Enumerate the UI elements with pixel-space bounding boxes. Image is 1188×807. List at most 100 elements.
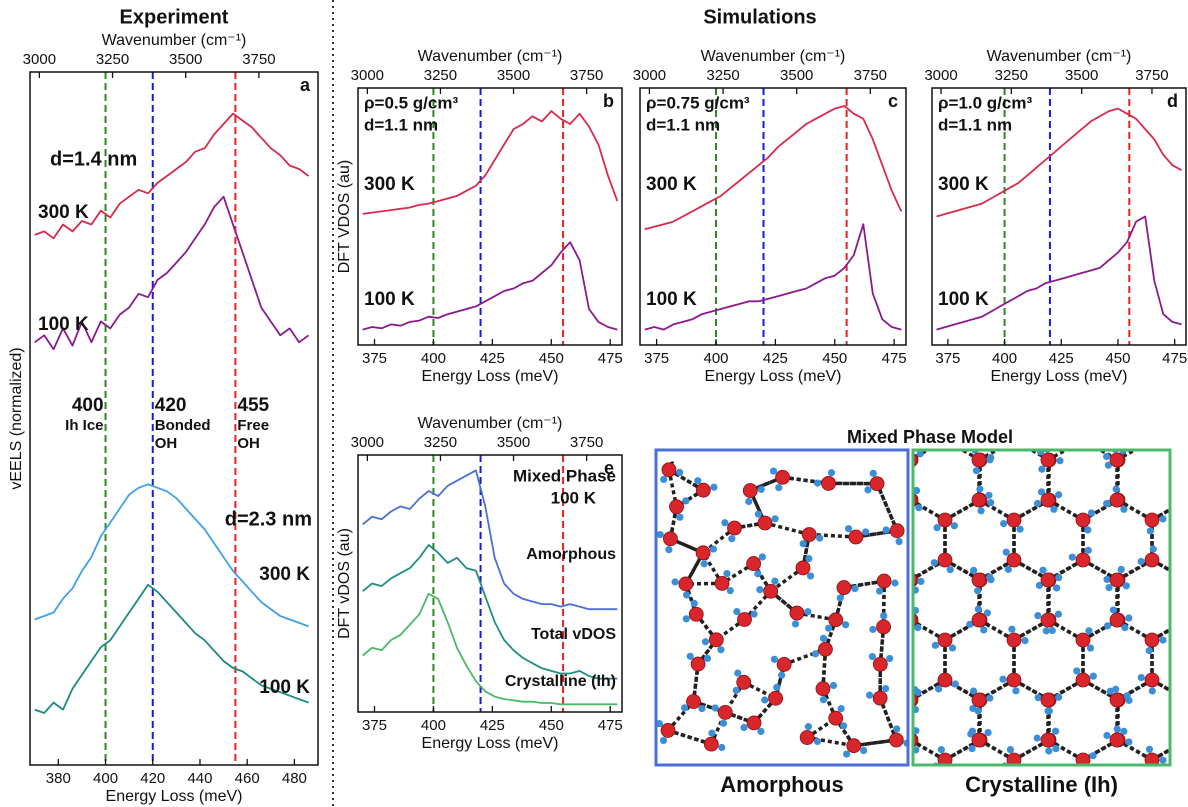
oxygen-atom <box>1040 732 1056 748</box>
hydrogen-atom <box>1033 499 1042 508</box>
hydrogen-atom <box>703 654 712 662</box>
x-tick-label: 475 <box>598 717 623 734</box>
oxygen-atom <box>763 583 779 599</box>
x-tick-label: 375 <box>935 350 960 367</box>
x-tick-label: 425 <box>480 350 505 367</box>
x-tick-label: 450 <box>539 350 564 367</box>
x2-tick-label: 3000 <box>23 51 56 68</box>
series-label: 100 K <box>364 289 415 310</box>
region-label: Amorphous <box>720 772 843 797</box>
oxygen-atom <box>746 556 762 571</box>
hydrogen-atom <box>987 499 995 507</box>
hydrogen-atom <box>1113 725 1121 733</box>
hydrogen-atom <box>840 486 847 493</box>
spectrum-line <box>936 107 1182 218</box>
oxygen-atom <box>834 493 848 507</box>
oxygen-atom <box>708 632 724 648</box>
hydrogen-atom <box>1173 499 1180 506</box>
hydrogen-atom <box>686 652 694 660</box>
oxygen-atom <box>678 576 694 592</box>
x-tick-label: 450 <box>1105 350 1130 367</box>
hydrogen-atom <box>840 722 848 730</box>
x-tick-label: 425 <box>763 350 788 367</box>
oxygen-atom <box>1075 752 1091 765</box>
hydrogen-atom <box>861 798 868 805</box>
oxygen-atom <box>1109 492 1125 508</box>
oxygen-atom <box>1006 552 1022 568</box>
hydrogen-atom <box>771 515 779 523</box>
hydrogen-atom <box>863 682 870 689</box>
hydrogen-atom <box>1105 583 1113 592</box>
oxygen-atom <box>821 475 836 491</box>
hydrogen-atom <box>682 497 690 505</box>
spectrum-line <box>936 215 1182 331</box>
hydrogen-atom <box>913 727 920 735</box>
hydrogen-atom <box>656 531 664 539</box>
series-label: 300 K <box>938 174 989 195</box>
hydrogen-bond <box>834 587 846 621</box>
hydrogen-atom <box>896 695 903 702</box>
hydrogen-atom <box>1016 525 1024 533</box>
x2-tick-label: 3750 <box>570 67 603 84</box>
hydrogen-atom <box>1084 546 1092 554</box>
hydrogen-atom <box>950 790 957 797</box>
hydrogen-atom <box>1090 435 1097 442</box>
oxygen-atom <box>1040 612 1056 628</box>
hydrogen-atom <box>886 654 894 663</box>
hydrogen-atom <box>758 553 767 561</box>
hydrogen-atom <box>880 564 887 571</box>
hydrogen-atom <box>1104 461 1112 469</box>
hydrogen-atom <box>974 707 982 715</box>
oxygen-atom <box>1144 512 1160 528</box>
hydrogen-atom <box>733 608 741 616</box>
hydrogen-atom <box>682 591 691 599</box>
oxygen-atom <box>1145 433 1159 447</box>
oxygen-atom <box>717 705 733 720</box>
oxygen-atom <box>1040 572 1056 588</box>
hydrogen-atom <box>1137 674 1145 682</box>
hydrogen-atom <box>869 625 877 634</box>
hydrogen-atom <box>897 621 904 628</box>
oxygen-atom <box>971 612 987 628</box>
region-frame <box>911 448 1172 767</box>
hydrogen-atom <box>676 513 684 521</box>
series-label: Crystalline (Ih) <box>505 673 616 690</box>
hydrogen-atom <box>1055 693 1063 701</box>
panel-title: Experiment <box>120 6 229 28</box>
hydrogen-bond <box>684 583 698 615</box>
series-label: 300 K <box>38 202 89 223</box>
y-axis-label: DFT vDOS (au) <box>336 528 353 639</box>
oxygen-atom <box>714 575 730 591</box>
x-tick-label: 400 <box>992 350 1017 367</box>
oxygen-atom <box>1180 493 1188 507</box>
hydrogen-atom <box>799 540 807 548</box>
hydrogen-atom <box>935 685 943 693</box>
oxygen-atom <box>938 793 952 807</box>
hydrogen-atom <box>1106 687 1114 695</box>
hydrogen-atom <box>869 506 876 513</box>
hydrogen-atom <box>1103 731 1111 740</box>
hydrogen-atom <box>1021 637 1029 645</box>
hydrogen-atom <box>972 467 981 475</box>
x-tick-label: 450 <box>539 717 564 734</box>
hydrogen-atom <box>1051 727 1060 735</box>
hydrogen-atom <box>1050 505 1058 513</box>
spectrum-line <box>644 105 903 231</box>
hydrogen-atom <box>837 705 845 713</box>
spectrum-line <box>644 223 902 331</box>
panel-letter: d <box>1167 91 1178 111</box>
x-tick-label: 440 <box>187 770 212 787</box>
hydrogen-atom <box>914 688 922 696</box>
oxygen-atom <box>872 656 888 672</box>
oxygen-atom <box>834 693 848 707</box>
hydrogen-atom <box>969 687 978 695</box>
oxygen-atom <box>736 674 752 690</box>
hydrogen-atom <box>1157 790 1164 797</box>
hydrogen-atom <box>1037 488 1046 496</box>
hydrogen-bond <box>809 532 856 539</box>
hydrogen-atom <box>1068 553 1076 561</box>
oxygen-atom <box>1040 492 1056 508</box>
x-tick-label: 375 <box>362 350 387 367</box>
annotation: d=1.1 nm <box>938 115 1012 134</box>
x-tick-label: 425 <box>480 717 505 734</box>
